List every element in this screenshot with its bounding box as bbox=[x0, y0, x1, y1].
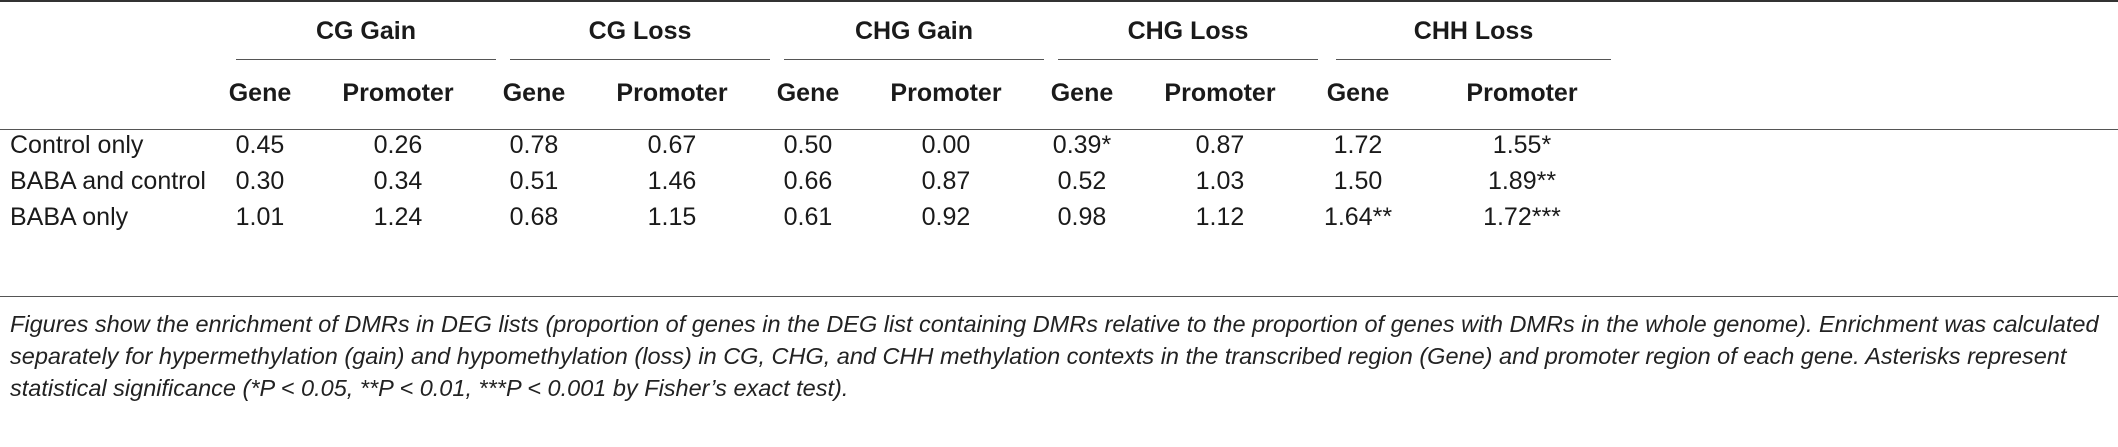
cell: 1.64** bbox=[1323, 203, 1393, 231]
cell: 0.50 bbox=[783, 131, 833, 159]
subheader-gene: Gene bbox=[1050, 79, 1114, 107]
group-underline bbox=[1058, 59, 1318, 60]
group-header-chg-gain: CHG Gain bbox=[854, 17, 974, 45]
group-header-chg-loss: CHG Loss bbox=[1127, 17, 1249, 45]
group-header-cg-loss: CG Loss bbox=[588, 17, 692, 45]
cell: 1.55* bbox=[1492, 131, 1552, 159]
group-underline bbox=[510, 59, 770, 60]
subheader-promoter: Promoter bbox=[890, 79, 1002, 107]
cell: 0.66 bbox=[783, 167, 833, 195]
cell: 1.89** bbox=[1487, 167, 1557, 195]
cell: 0.68 bbox=[509, 203, 559, 231]
group-underline bbox=[1336, 59, 1611, 60]
cell: 0.51 bbox=[509, 167, 559, 195]
subheader-promoter: Promoter bbox=[342, 79, 454, 107]
row-label: BABA and control bbox=[10, 167, 206, 195]
cell: 1.01 bbox=[235, 203, 285, 231]
group-underline bbox=[236, 59, 496, 60]
subheader-promoter: Promoter bbox=[1164, 79, 1276, 107]
cell: 1.12 bbox=[1195, 203, 1245, 231]
cell: 0.87 bbox=[1195, 131, 1245, 159]
cell: 0.39* bbox=[1052, 131, 1112, 159]
row-label: BABA only bbox=[10, 203, 129, 231]
cell: 0.67 bbox=[647, 131, 697, 159]
table-row: Control only 0.45 0.26 0.78 0.67 0.50 0.… bbox=[0, 131, 2118, 177]
cell: 1.72*** bbox=[1483, 203, 1561, 231]
table-bottom-rule bbox=[0, 296, 2118, 297]
subheader-promoter: Promoter bbox=[616, 79, 728, 107]
subheader-gene: Gene bbox=[502, 79, 566, 107]
cell: 1.46 bbox=[647, 167, 697, 195]
cell: 0.78 bbox=[509, 131, 559, 159]
subheader-gene: Gene bbox=[1326, 79, 1390, 107]
cell: 0.87 bbox=[921, 167, 971, 195]
subheader-gene: Gene bbox=[228, 79, 292, 107]
cell: 0.26 bbox=[373, 131, 423, 159]
group-header-cg-gain: CG Gain bbox=[315, 17, 416, 45]
cell: 0.61 bbox=[783, 203, 833, 231]
group-header-chh-loss: CHH Loss bbox=[1413, 17, 1534, 45]
table-top-rule bbox=[0, 0, 2118, 2]
group-underline bbox=[784, 59, 1044, 60]
table-row: BABA only 1.01 1.24 0.68 1.15 0.61 0.92 … bbox=[0, 203, 2118, 249]
header-bottom-rule bbox=[0, 129, 2118, 130]
cell: 1.50 bbox=[1333, 167, 1383, 195]
cell: 0.00 bbox=[921, 131, 971, 159]
cell: 0.92 bbox=[921, 203, 971, 231]
cell: 1.24 bbox=[373, 203, 423, 231]
subheader-promoter: Promoter bbox=[1466, 79, 1578, 107]
cell: 1.03 bbox=[1195, 167, 1245, 195]
cell: 0.98 bbox=[1057, 203, 1107, 231]
cell: 0.45 bbox=[235, 131, 285, 159]
cell: 0.30 bbox=[235, 167, 285, 195]
table-footnote: Figures show the enrichment of DMRs in D… bbox=[10, 311, 2099, 401]
cell: 0.52 bbox=[1057, 167, 1107, 195]
row-label: Control only bbox=[10, 131, 144, 159]
subheader-gene: Gene bbox=[776, 79, 840, 107]
cell: 1.15 bbox=[647, 203, 697, 231]
table-row: BABA and control 0.30 0.34 0.51 1.46 0.6… bbox=[0, 167, 2118, 213]
cell: 0.34 bbox=[373, 167, 423, 195]
cell: 1.72 bbox=[1333, 131, 1383, 159]
